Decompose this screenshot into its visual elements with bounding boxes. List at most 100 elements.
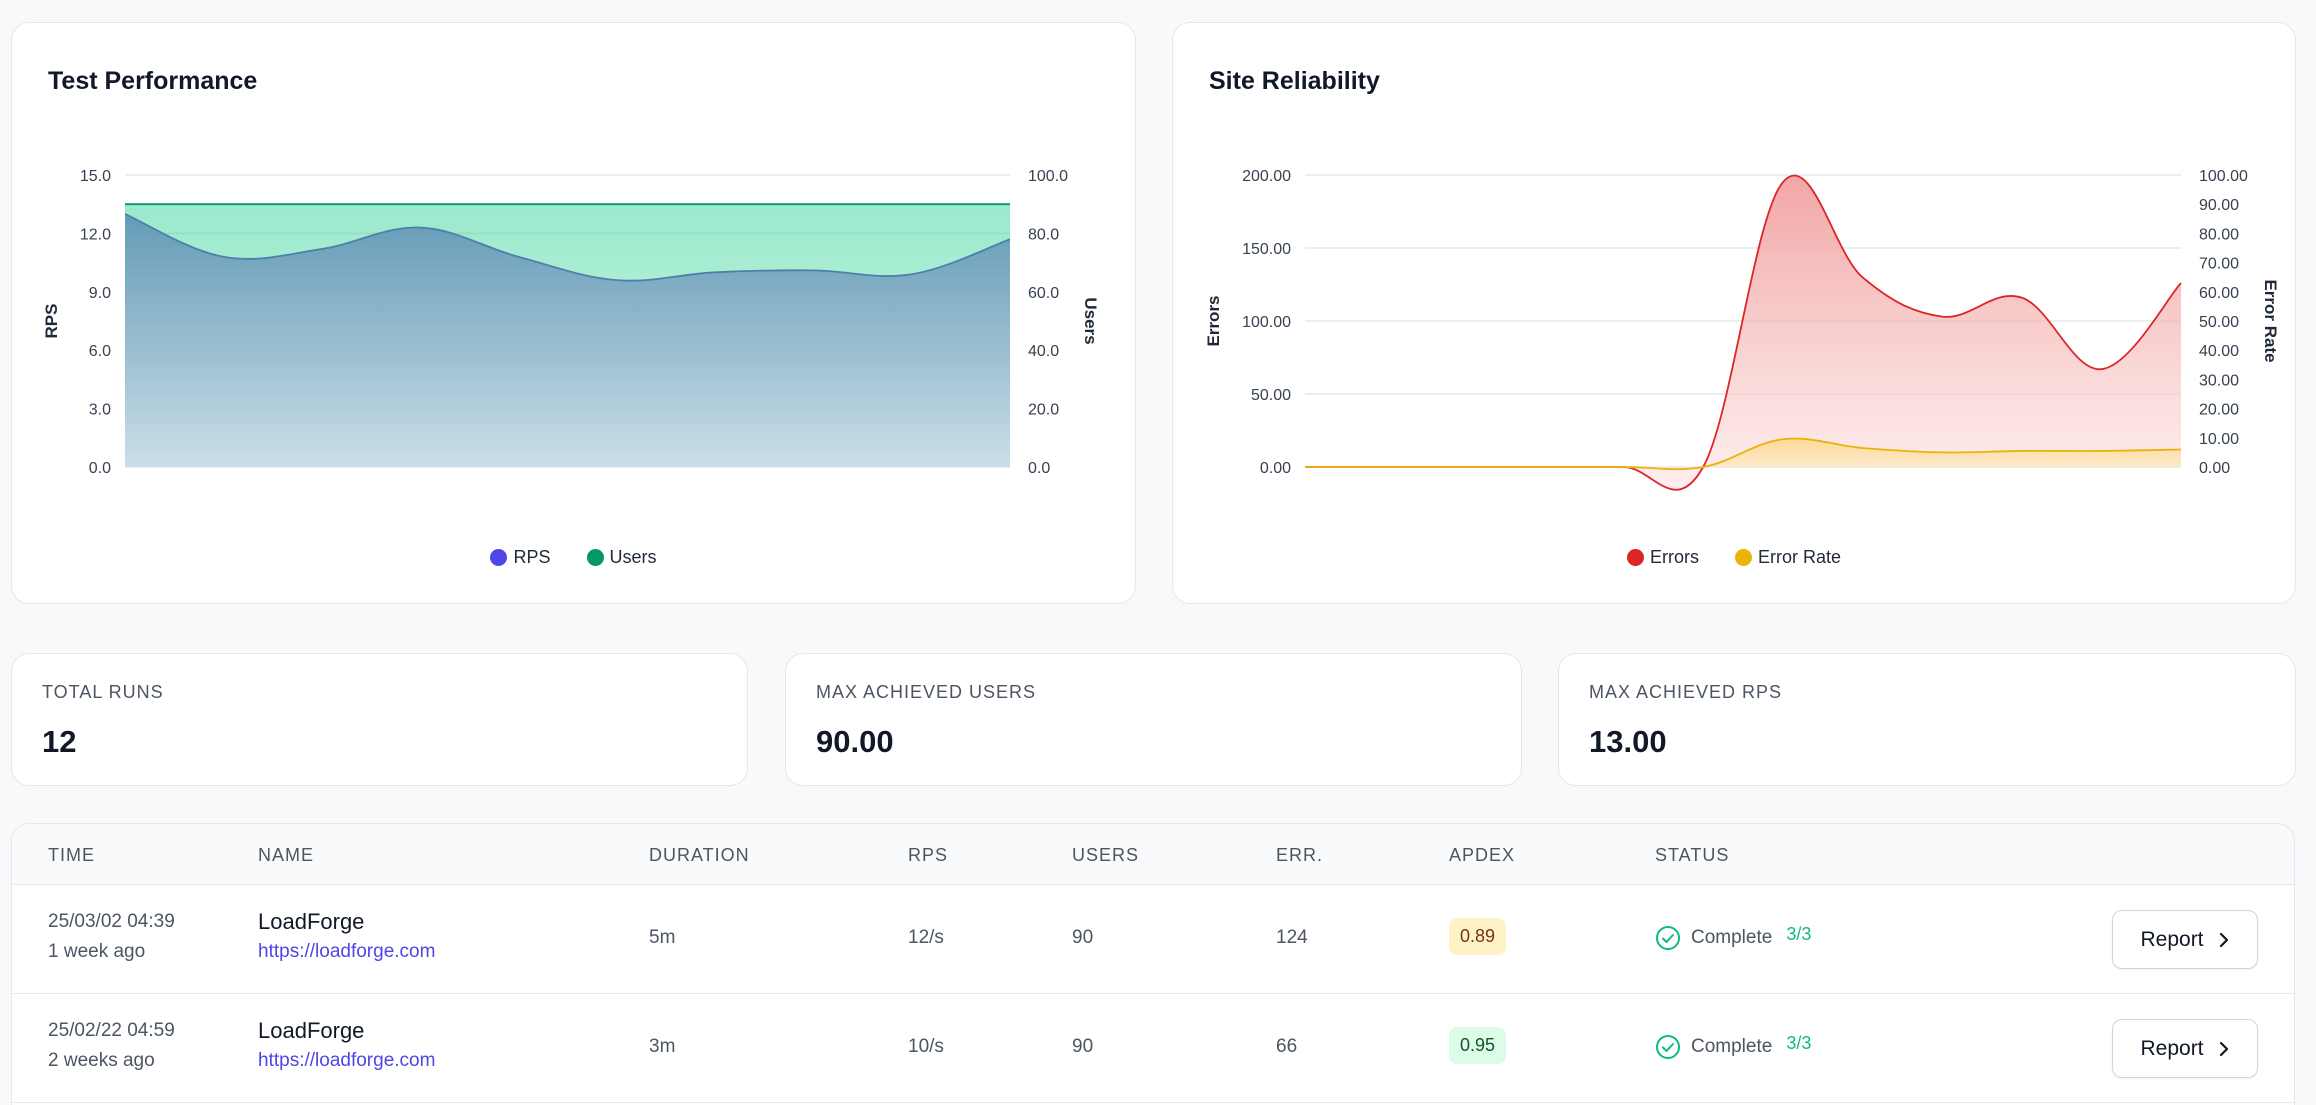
error-rate-area (1305, 438, 2181, 470)
test-performance-legend: RPS Users (12, 547, 1135, 568)
y2-tick-label: 20.00 (2199, 402, 2239, 419)
y2-tick-label: 30.00 (2199, 372, 2239, 389)
column-header-status[interactable]: STATUS (1655, 845, 1730, 865)
legend-label-users: Users (609, 547, 657, 567)
column-header-users[interactable]: USERS (1072, 845, 1140, 865)
report-button-label: Report (2140, 927, 2204, 951)
y-axis-label: Errors (1204, 295, 1223, 346)
stat-value-max-users: 90.00 (816, 724, 894, 759)
rps-cell: 12/s (908, 927, 944, 948)
rps-line (124, 213, 1011, 282)
legend-item-rps[interactable]: RPS (490, 547, 551, 568)
site-reliability-card: Site Reliability 0.00 50.00 100.00 150.00 20… (1172, 22, 2296, 604)
runs-table: TIME NAME DURATION RPS USERS ERR. APDEX … (11, 823, 2295, 1105)
test-performance-chart: 0.0 3.0 6.0 9.0 12.0 15.0 0.0 20.0 40.0 60.0 80.0 1… (42, 168, 1100, 477)
legend-item-users[interactable]: Users (586, 547, 657, 568)
test-performance-card: Test Performance 0.0 3.0 6.0 9.0 12.0 15.0 0.0… (11, 22, 1136, 604)
status-label: Complete (1691, 1036, 1773, 1057)
errors-cell: 124 (1276, 927, 1308, 948)
errors-cell: 66 (1276, 1036, 1298, 1057)
time-cell: 25/03/02 04:39 1 week ago (48, 911, 175, 963)
stat-value-total-runs: 12 (42, 724, 77, 759)
y-tick-label: 0.00 (1260, 460, 1291, 477)
y-tick-label: 150.00 (1242, 241, 1291, 258)
errors-legend-dot-icon (1626, 549, 1644, 566)
apdex-badge: 0.95 (1449, 1027, 1507, 1064)
legend-label-error-rate: Error Rate (1757, 547, 1842, 567)
rps-area (125, 213, 1010, 467)
test-name[interactable]: LoadForge (258, 1018, 365, 1043)
legend-item-errors[interactable]: Errors (1626, 547, 1699, 568)
y2-tick-label: 40.0 (1028, 343, 1059, 360)
status-cell: Complete 3/3 (1655, 1032, 1812, 1060)
error-rate-line (1305, 437, 2182, 471)
stat-card-total-runs: TOTAL RUNS 12 (11, 653, 748, 786)
checks-count: 3/3 (1786, 923, 1812, 944)
legend-item-error-rate[interactable]: Error Rate (1734, 547, 1842, 568)
check-circle-icon (1656, 926, 1680, 950)
y-tick-label: 200.00 (1242, 168, 1291, 185)
stat-label-max-users: MAX ACHIEVED USERS (816, 682, 1037, 702)
y2-tick-label: 70.00 (2199, 256, 2239, 273)
table-row[interactable]: 25/02/22 04:59 2 weeks ago LoadForge htt… (12, 994, 2294, 1103)
stat-label-max-rps: MAX ACHIEVED RPS (1589, 682, 1783, 702)
site-reliability-title: Site Reliability (1209, 67, 1380, 95)
y-tick-label: 12.0 (80, 226, 111, 243)
column-header-apdex[interactable]: APDEX (1449, 845, 1516, 865)
y2-tick-label: 80.0 (1028, 226, 1059, 243)
duration-cell: 5m (649, 927, 676, 948)
run-time: 25/02/22 04:59 (48, 1020, 175, 1041)
y2-tick-label: 10.00 (2199, 431, 2239, 448)
y-tick-label: 15.0 (80, 168, 111, 185)
users-cell: 90 (1072, 927, 1094, 948)
status-cell: Complete 3/3 (1655, 923, 1812, 951)
y-tick-label: 3.0 (89, 402, 111, 419)
legend-label-rps: RPS (513, 547, 551, 567)
column-header-rps[interactable]: RPS (908, 845, 949, 865)
rps-cell: 10/s (908, 1036, 944, 1057)
duration-cell: 3m (649, 1036, 676, 1057)
y-tick-label: 100.00 (1242, 314, 1291, 331)
y2-tick-label: 100.00 (2199, 168, 2248, 185)
chevron-right-icon (2219, 1041, 2228, 1056)
y-tick-label: 50.00 (1251, 387, 1291, 404)
status-label: Complete (1691, 927, 1773, 948)
stat-value-max-rps: 13.00 (1589, 724, 1667, 759)
users-cell: 90 (1072, 1036, 1094, 1057)
y-tick-label: 0.0 (89, 460, 111, 477)
y2-tick-label: 80.00 (2199, 226, 2239, 243)
legend-label-errors: Errors (1649, 547, 1699, 567)
table-row[interactable]: 25/03/02 04:39 1 week ago LoadForge http… (12, 885, 2294, 994)
y2-tick-label: 100.0 (1028, 168, 1068, 185)
stat-card-max-rps: MAX ACHIEVED RPS 13.00 (1558, 653, 2296, 786)
name-cell: LoadForge https://loadforge.com (258, 909, 435, 963)
site-reliability-legend: Errors Error Rate (1173, 547, 2295, 568)
report-button-label: Report (2140, 1036, 2204, 1060)
site-reliability-chart: 0.00 50.00 100.00 150.00 200.00 0.00 10.00 20.0… (1204, 168, 2280, 491)
y2-tick-label: 60.00 (2199, 285, 2239, 302)
stat-card-max-users: MAX ACHIEVED USERS 90.00 (785, 653, 1522, 786)
test-performance-title: Test Performance (48, 67, 258, 95)
y2-tick-label: 40.00 (2199, 343, 2239, 360)
run-ago: 2 weeks ago (48, 1050, 155, 1071)
rps-legend-dot-icon (490, 549, 508, 566)
error-rate-legend-dot-icon (1734, 549, 1752, 566)
column-header-err[interactable]: ERR. (1276, 845, 1324, 865)
y-tick-label: 6.0 (89, 343, 111, 360)
column-header-duration[interactable]: DURATION (649, 845, 750, 865)
report-button[interactable]: Report (2112, 910, 2258, 969)
run-time: 25/03/02 04:39 (48, 911, 175, 932)
stat-label-total-runs: TOTAL RUNS (42, 682, 164, 702)
y2-axis-label: Users (1081, 297, 1100, 344)
check-circle-icon (1656, 1035, 1680, 1059)
y2-tick-label: 90.00 (2199, 197, 2239, 214)
test-url-link[interactable]: https://loadforge.com (258, 941, 436, 962)
test-url-link[interactable]: https://loadforge.com (258, 1050, 436, 1071)
checks-count: 3/3 (1786, 1032, 1812, 1053)
time-cell: 25/02/22 04:59 2 weeks ago (48, 1020, 175, 1072)
report-button[interactable]: Report (2112, 1019, 2258, 1078)
column-header-name[interactable]: NAME (258, 845, 315, 865)
test-name[interactable]: LoadForge (258, 909, 365, 934)
y2-tick-label: 0.00 (2199, 460, 2230, 477)
column-header-time[interactable]: TIME (48, 845, 95, 865)
